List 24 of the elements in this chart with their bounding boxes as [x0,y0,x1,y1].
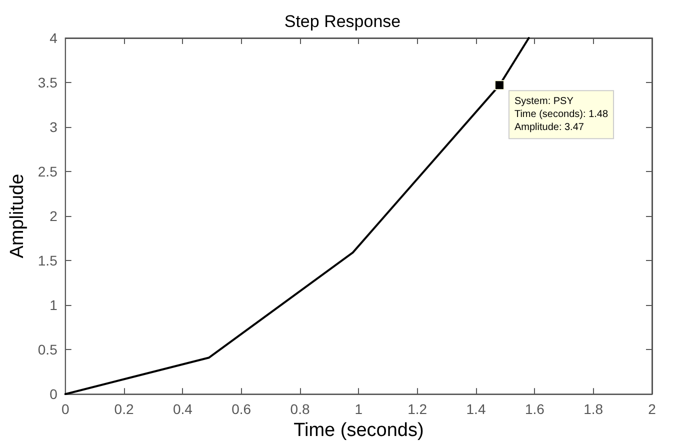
y-tick-label: 0.5 [38,342,58,358]
x-tick-label: 1.8 [584,401,604,418]
x-tick-label: 1.4 [466,401,486,418]
x-tick-label: 1 [354,401,363,418]
annotation: System: PSY Time (seconds): 1.48 Amplitude: 3.47 [514,96,608,134]
y-tick-label: 4 [50,30,58,46]
chart-title: Step Response [284,12,401,31]
y-tick-label: 0 [50,386,58,402]
y-tick-label: 2.5 [38,164,58,180]
y-tick-label: 2 [50,208,58,224]
y-tick-label: 1 [50,297,58,314]
x-tick-label: 1.6 [524,401,545,418]
x-tick-label: 0.6 [232,401,252,418]
y-axis-title: Amplitude [7,174,28,258]
x-tick-label: 0.8 [290,401,310,418]
x-tick-label: 0.2 [114,401,134,418]
x-tick-label: 0 [61,401,70,418]
x-tick-label: 0.4 [172,401,193,418]
x-tick-label: 2 [648,401,656,418]
y-tick-label: 1.5 [38,252,58,269]
x-tick-label: 1.2 [408,401,428,418]
y-tick-label: 3.5 [38,74,58,91]
x-axis-title: Time (seconds) [294,420,424,441]
y-tick-label: 3 [50,119,58,136]
